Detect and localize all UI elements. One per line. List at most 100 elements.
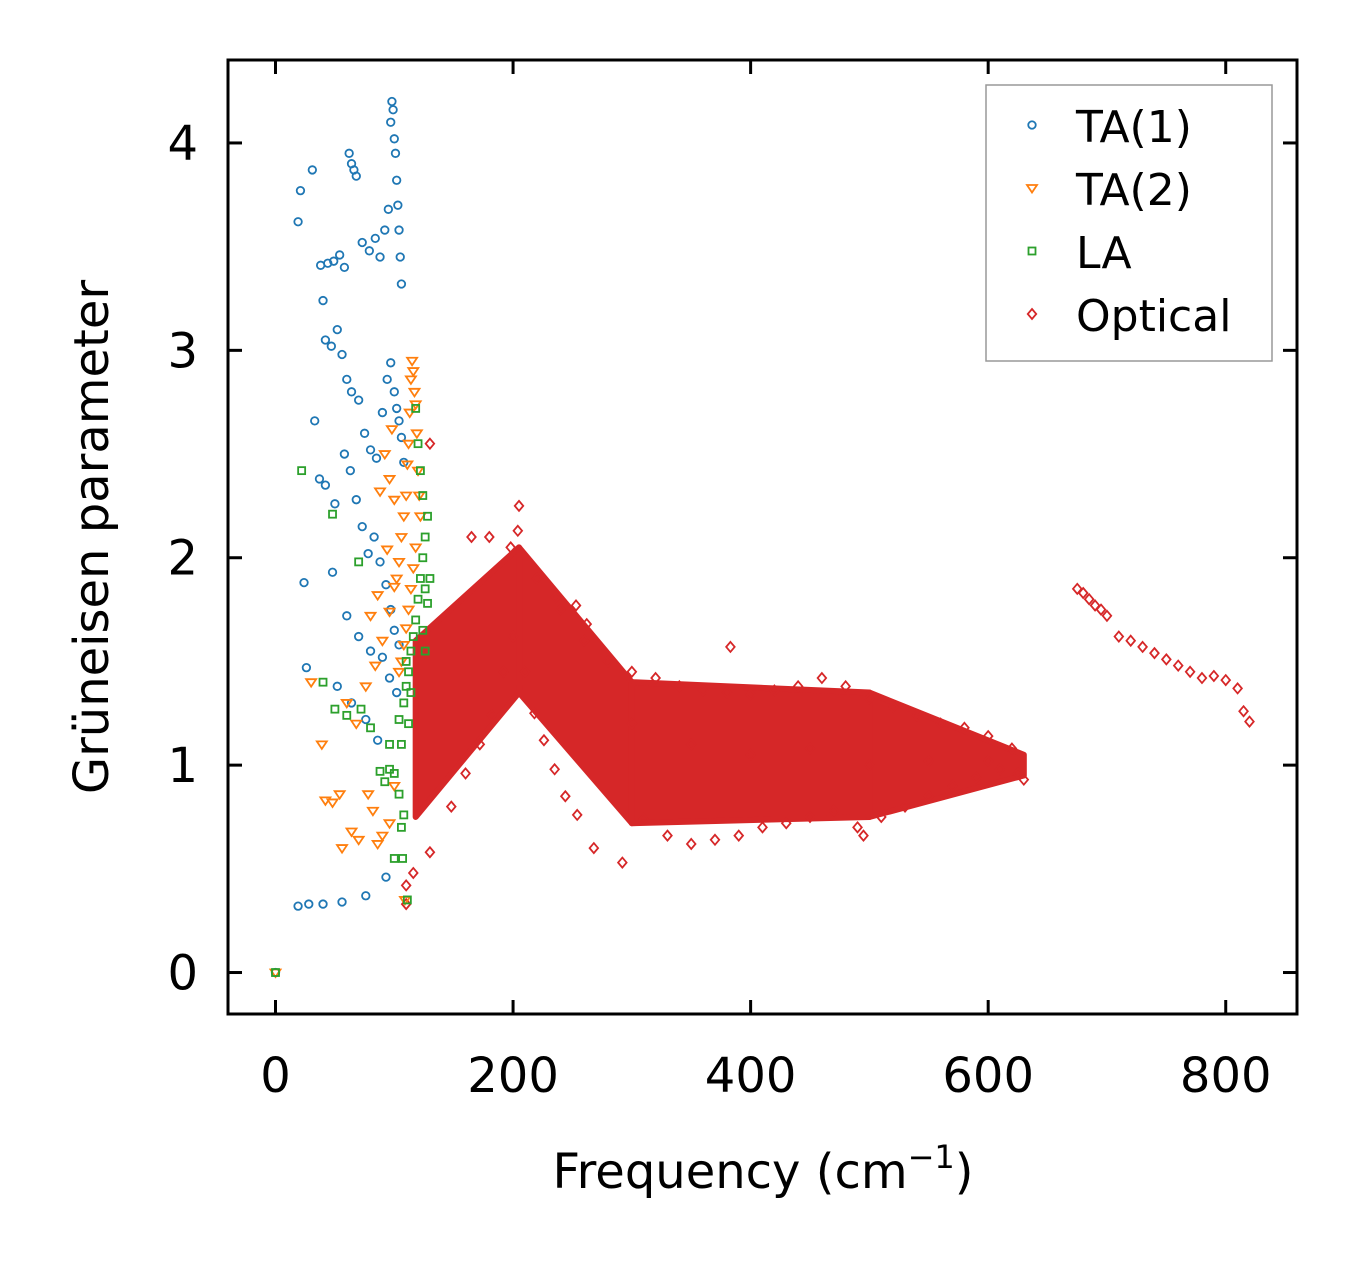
data-point-triangle-down	[392, 557, 406, 569]
data-point-diamond	[685, 837, 697, 851]
data-point-triangle-down	[366, 806, 380, 817]
data-point-circle	[329, 256, 339, 266]
data-point-triangle-down	[413, 512, 428, 523]
data-point-triangle-down	[401, 605, 416, 616]
data-point-diamond	[578, 634, 590, 648]
data-point-square	[394, 789, 404, 799]
y-tick-label: 0	[167, 946, 198, 1002]
data-point-circle	[330, 499, 340, 509]
series-la	[271, 404, 435, 977]
data-point-square	[380, 777, 390, 787]
data-point-square	[354, 557, 364, 567]
legend-marker-diamond	[1026, 307, 1038, 321]
data-point-circle	[390, 148, 401, 158]
data-point-diamond	[1018, 773, 1030, 787]
data-point-square	[318, 677, 328, 687]
data-point-diamond	[581, 617, 593, 631]
data-point-circle	[361, 891, 371, 901]
data-point-circle	[320, 335, 331, 345]
data-point-circle	[377, 652, 388, 662]
data-point-triangle-down	[408, 543, 423, 554]
data-point-diamond	[588, 841, 600, 855]
data-point-circle	[323, 258, 333, 268]
data-point-diamond	[875, 810, 887, 824]
data-point-diamond	[685, 738, 697, 751]
data-point-diamond	[570, 599, 582, 612]
data-point-circle	[361, 714, 371, 725]
x-tick-label: 800	[1180, 1048, 1272, 1104]
data-point-square	[397, 739, 406, 749]
data-point-circle	[377, 407, 388, 418]
data-point-circle	[299, 577, 309, 588]
data-point-triangle-down	[375, 831, 390, 842]
data-point-diamond	[804, 742, 816, 755]
data-point-triangle-down	[410, 429, 424, 440]
data-point-square	[401, 681, 411, 691]
data-point-diamond	[1137, 640, 1149, 654]
data-point-circle	[359, 428, 370, 438]
data-point-square	[389, 854, 399, 863]
data-point-circle	[314, 474, 325, 484]
data-point-square	[297, 466, 307, 476]
data-point-circle	[389, 134, 399, 144]
data-point-circle	[332, 324, 342, 335]
y-tick-label: 2	[167, 531, 198, 587]
data-point-circle	[320, 480, 331, 490]
data-point-diamond	[792, 679, 804, 693]
series-ta-1	[270, 96, 409, 978]
data-point-diamond	[1089, 599, 1101, 612]
data-point-diamond	[804, 810, 816, 824]
data-point-circle	[351, 495, 361, 505]
data-point-diamond	[768, 684, 780, 697]
data-point-circle	[339, 449, 350, 459]
data-point-square	[418, 625, 428, 635]
data-point-circle	[382, 374, 392, 385]
data-point-circle	[396, 279, 407, 289]
data-point-square	[399, 698, 409, 708]
data-point-diamond	[1220, 673, 1232, 687]
legend-box	[985, 84, 1273, 362]
data-point-diamond	[1172, 659, 1184, 672]
data-point-diamond	[1113, 630, 1125, 643]
data-point-square	[356, 704, 366, 714]
data-point-square	[413, 594, 423, 604]
data-point-square	[418, 491, 428, 500]
data-point-triangle-down	[401, 439, 416, 450]
data-point-circle	[318, 295, 328, 306]
data-point-circle	[354, 395, 364, 405]
data-point-circle	[293, 217, 303, 227]
data-point-triangle-down	[399, 624, 413, 635]
data-point-diamond	[1149, 646, 1160, 660]
data-point-circle	[392, 687, 402, 698]
data-point-square	[389, 769, 399, 778]
data-point-circle	[318, 899, 328, 909]
legend: TA(1) TA(2) LA Optical	[985, 84, 1273, 362]
data-point-diamond	[474, 738, 486, 751]
data-point-diamond	[947, 779, 958, 793]
legend-label: TA(1)	[1075, 102, 1192, 153]
data-point-circle	[399, 457, 409, 467]
series-optical	[400, 437, 1255, 911]
data-point-circle	[351, 171, 361, 181]
data-point-diamond	[424, 845, 436, 859]
data-point-circle	[393, 200, 403, 210]
data-point-triangle-down	[375, 636, 390, 647]
data-point-diamond	[519, 665, 531, 679]
data-point-circle	[365, 445, 376, 455]
data-point-square	[399, 810, 409, 820]
data-point-square	[423, 598, 432, 608]
data-point-diamond	[840, 679, 852, 693]
data-point-triangle-down	[407, 387, 422, 398]
data-point-square	[404, 667, 413, 677]
data-point-triangle-down	[397, 512, 411, 523]
data-point-circle	[387, 96, 397, 107]
data-point-diamond	[724, 640, 736, 654]
data-point-diamond	[709, 833, 721, 847]
data-point-diamond	[697, 684, 709, 697]
data-point-square	[420, 584, 430, 594]
data-point-diamond	[1071, 582, 1083, 596]
data-point-diamond	[1012, 767, 1024, 780]
data-point-square	[397, 822, 406, 832]
data-point-triangle-down	[406, 564, 420, 575]
